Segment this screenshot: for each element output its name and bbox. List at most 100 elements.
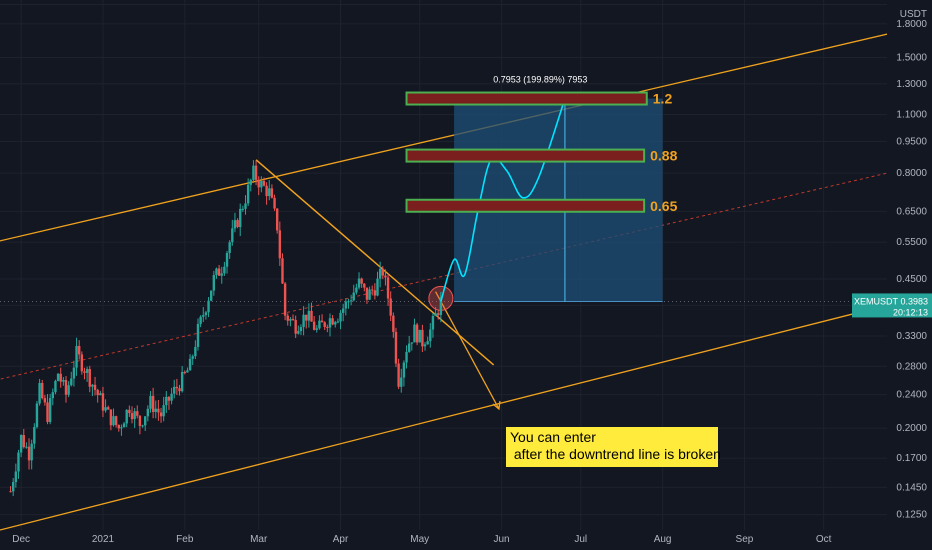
- candle-body: [141, 425, 144, 427]
- time-axis[interactable]: Dec 2021 Feb Mar Apr May Jun Jul Aug Sep Oct: [12, 534, 831, 545]
- candle-body: [323, 322, 326, 327]
- candle-body: [217, 268, 221, 276]
- y-tick-label: 1.3000: [896, 79, 927, 90]
- y-tick-label: 0.3300: [896, 331, 927, 342]
- x-tick-label: Sep: [736, 534, 754, 545]
- candles: [9, 160, 443, 497]
- candle-body: [429, 329, 432, 342]
- candle-body: [297, 331, 300, 334]
- candle-body: [194, 346, 197, 357]
- candle-body: [77, 345, 81, 355]
- candle-body: [431, 315, 435, 330]
- candle-body: [281, 258, 284, 284]
- candle-body: [196, 323, 200, 347]
- x-tick-label: May: [410, 534, 429, 545]
- candle-body: [307, 310, 311, 321]
- candle-body: [143, 416, 147, 426]
- candle-body: [128, 409, 131, 414]
- candle-body: [170, 393, 173, 401]
- candle-body: [104, 407, 107, 411]
- y-unit-label: USDT: [900, 9, 927, 20]
- candle-body: [312, 321, 316, 330]
- candle-body: [286, 315, 289, 321]
- candle-body: [43, 398, 47, 403]
- candle-body: [421, 329, 424, 347]
- candle-body: [48, 398, 52, 422]
- candle-body: [418, 329, 421, 343]
- candle-body: [339, 312, 342, 322]
- candle-body: [376, 278, 379, 296]
- candle-body: [30, 443, 33, 461]
- candle-body: [278, 230, 282, 259]
- candle-body: [159, 412, 163, 417]
- candle-body: [336, 321, 340, 323]
- bar-countdown: 20:12:13: [893, 307, 928, 317]
- arrow-head: [492, 400, 501, 411]
- candle-body: [215, 268, 218, 276]
- candle-body: [357, 278, 361, 288]
- candle-body: [96, 389, 99, 396]
- channel-lower-line: [0, 304, 888, 531]
- candle-body: [223, 266, 226, 274]
- y-tick-label: 0.9500: [896, 137, 927, 148]
- candle-body: [85, 369, 89, 373]
- candle-body: [355, 287, 358, 293]
- candle-body: [334, 322, 337, 325]
- candle-body: [175, 386, 179, 389]
- candle-body: [25, 446, 28, 448]
- price-axis[interactable]: 0.1250 0.1450 0.1700 0.2000 0.2400 0.2800 0.33…: [887, 0, 932, 550]
- candle-body: [114, 416, 118, 425]
- candle-body: [225, 252, 229, 267]
- x-tick-label: Jun: [494, 534, 510, 545]
- candle-body: [246, 184, 250, 204]
- target-box-label: 0.7953 (199.89%) 7953: [493, 75, 587, 85]
- candle-body: [46, 402, 49, 422]
- y-tick-label: 0.6500: [896, 206, 927, 217]
- candle-body: [109, 409, 113, 426]
- candle-body: [344, 301, 348, 309]
- candle-body: [138, 415, 142, 426]
- last-price-value: 0.3983: [900, 296, 928, 306]
- candle-body: [373, 290, 377, 296]
- candle-body: [405, 351, 408, 363]
- candle-body: [112, 416, 115, 426]
- candle-body: [347, 301, 350, 303]
- y-tick-label: 0.1250: [896, 510, 927, 521]
- x-tick-label: Dec: [12, 534, 30, 545]
- candle-body: [415, 324, 419, 343]
- candle-body: [19, 435, 23, 453]
- candle-body: [220, 273, 223, 276]
- candle-body: [260, 181, 263, 188]
- candle-body: [101, 393, 105, 411]
- x-tick-label: Jul: [574, 534, 587, 545]
- candle-body: [363, 283, 366, 288]
- candle-body: [400, 377, 403, 387]
- candle-body: [437, 313, 440, 315]
- candle-body: [273, 197, 276, 209]
- candle-body: [41, 382, 44, 399]
- price-axis-bg: [887, 0, 932, 550]
- candle-body: [146, 408, 150, 417]
- candle-body: [167, 396, 171, 401]
- candle-body: [236, 220, 239, 228]
- candle-body: [407, 343, 411, 352]
- candle-body: [268, 188, 271, 197]
- candle-body: [294, 320, 297, 334]
- candle-body: [130, 413, 134, 420]
- candle-body: [368, 289, 371, 300]
- candle-body: [27, 446, 31, 461]
- candle-body: [252, 165, 255, 180]
- candle-body: [133, 411, 136, 420]
- channel-mid-line: [0, 172, 888, 380]
- candle-body: [51, 392, 54, 399]
- candle-body: [249, 179, 252, 185]
- candle-body: [239, 208, 242, 228]
- candle-body: [54, 380, 57, 393]
- price-label-bg: [852, 293, 932, 318]
- candle-body: [154, 408, 157, 412]
- y-tick-label: 1.5000: [896, 52, 927, 63]
- candle-body: [365, 287, 369, 300]
- candle-body: [199, 316, 202, 324]
